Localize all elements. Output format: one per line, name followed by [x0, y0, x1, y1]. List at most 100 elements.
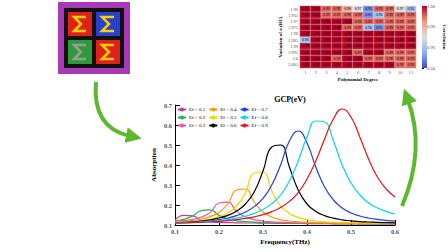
svg-text:1.00: 1.00 [323, 26, 330, 30]
svg-text:0.4: 0.4 [303, 228, 312, 235]
svg-text:1.00: 1.00 [376, 51, 383, 55]
svg-text:1: 1 [304, 70, 306, 75]
svg-text:1.00: 1.00 [334, 63, 341, 67]
svg-text:1.00: 1.00 [376, 38, 383, 42]
svg-text:Polynomial Degree: Polynomial Degree [338, 77, 379, 82]
svg-text:1.00: 1.00 [334, 20, 341, 24]
svg-text:0.99: 0.99 [323, 13, 330, 17]
svg-text:1.00: 1.00 [312, 32, 319, 36]
svg-text:Absorption: Absorption [150, 148, 158, 182]
svg-text:0.6: 0.6 [164, 122, 173, 129]
svg-text:1.00: 1.00 [312, 7, 319, 11]
svg-text:0.99: 0.99 [397, 63, 404, 67]
svg-text:1.00: 1.00 [344, 44, 351, 48]
svg-text:1.00: 1.00 [334, 51, 341, 55]
svg-text:0.99: 0.99 [355, 26, 362, 30]
svg-text:0.1: 0.1 [171, 228, 179, 235]
svg-text:0.99: 0.99 [365, 57, 372, 61]
svg-text:0.99: 0.99 [365, 20, 372, 24]
svg-text:0.95: 0.95 [365, 13, 372, 17]
svg-text:1.00: 1.00 [323, 44, 330, 48]
svg-text:1.00: 1.00 [407, 32, 414, 36]
svg-text:1.00: 1.00 [302, 32, 309, 36]
svg-text:0.5: 0.5 [164, 142, 173, 149]
svg-text:0.2: 0.2 [164, 202, 172, 209]
svg-text:1.965: 1.965 [288, 13, 299, 18]
svg-text:Variation of a (RU): Variation of a (RU) [278, 16, 283, 57]
svg-text:1.96: 1.96 [290, 7, 299, 12]
svg-text:1.00: 1.00 [334, 32, 341, 36]
svg-text:1.00: 1.00 [355, 38, 362, 42]
svg-text:1.00: 1.00 [376, 63, 383, 67]
svg-text:Ef = 0.4: Ef = 0.4 [220, 107, 237, 112]
svg-text:0.2: 0.2 [215, 228, 223, 235]
svg-text:0.4: 0.4 [164, 162, 173, 169]
svg-text:1.00: 1.00 [344, 51, 351, 55]
svg-text:1.00: 1.00 [386, 38, 393, 42]
svg-text:Ef = 0.1: Ef = 0.1 [189, 107, 206, 112]
svg-text:1.00: 1.00 [365, 44, 372, 48]
svg-text:0.99: 0.99 [407, 26, 414, 30]
svg-text:0.96: 0.96 [376, 13, 383, 17]
svg-text:1.00: 1.00 [355, 44, 362, 48]
svg-text:1.00: 1.00 [323, 57, 330, 61]
svg-text:1.00: 1.00 [312, 51, 319, 55]
svg-text:1.975: 1.975 [288, 25, 299, 30]
svg-text:0.94: 0.94 [427, 66, 436, 71]
svg-text:0.96: 0.96 [365, 26, 372, 30]
svg-text:0.99: 0.99 [355, 20, 362, 24]
svg-text:3: 3 [325, 70, 328, 75]
svg-text:0.5: 0.5 [347, 228, 356, 235]
svg-text:1.00: 1.00 [302, 26, 309, 30]
svg-text:1.00: 1.00 [302, 44, 309, 48]
svg-text:0.7: 0.7 [164, 102, 173, 109]
svg-text:0.99: 0.99 [407, 51, 414, 55]
svg-text:0.99: 0.99 [355, 13, 362, 17]
svg-text:5: 5 [346, 70, 349, 75]
svg-text:0.98: 0.98 [344, 7, 351, 11]
svg-text:1.00: 1.00 [427, 4, 436, 9]
svg-text:8: 8 [378, 70, 381, 75]
svg-text:0.99: 0.99 [386, 13, 393, 17]
svg-text:Ef = 0.8: Ef = 0.8 [252, 115, 269, 120]
svg-text:0.98: 0.98 [427, 24, 436, 29]
svg-text:1.00: 1.00 [355, 63, 362, 67]
svg-text:1.00: 1.00 [355, 57, 362, 61]
svg-text:0.99: 0.99 [397, 51, 404, 55]
svg-text:1.00: 1.00 [334, 44, 341, 48]
svg-text:Ef = 0.9: Ef = 0.9 [252, 123, 269, 128]
svg-text:1.00: 1.00 [302, 20, 309, 24]
svg-text:0.99: 0.99 [376, 57, 383, 61]
svg-text:9: 9 [389, 70, 392, 75]
svg-text:1.00: 1.00 [344, 57, 351, 61]
svg-text:0.97: 0.97 [397, 7, 404, 11]
svg-text:0.99: 0.99 [386, 20, 393, 24]
svg-text:0.99: 0.99 [397, 26, 404, 30]
svg-text:1.00: 1.00 [344, 20, 351, 24]
svg-text:0.6: 0.6 [391, 228, 400, 235]
svg-text:1.00: 1.00 [365, 38, 372, 42]
svg-text:1.00: 1.00 [407, 44, 414, 48]
svg-text:1.00: 1.00 [397, 44, 404, 48]
svg-text:Ef = 0.2: Ef = 0.2 [189, 115, 206, 120]
svg-text:1.00: 1.00 [344, 38, 351, 42]
svg-text:0.99: 0.99 [407, 57, 414, 61]
svg-text:1.00: 1.00 [312, 13, 319, 17]
svg-text:0.99: 0.99 [355, 51, 362, 55]
svg-text:4: 4 [336, 70, 339, 75]
svg-text:1.00: 1.00 [386, 32, 393, 36]
svg-text:1.00: 1.00 [365, 63, 372, 67]
svg-text:0.3: 0.3 [164, 182, 173, 189]
svg-text:1.00: 1.00 [323, 32, 330, 36]
svg-text:0.99: 0.99 [386, 26, 393, 30]
svg-text:1.00: 1.00 [334, 38, 341, 42]
svg-text:1.00: 1.00 [302, 7, 309, 11]
svg-text:GCP(eV): GCP(eV) [274, 95, 306, 104]
svg-text:1.00: 1.00 [312, 20, 319, 24]
svg-text:1.00: 1.00 [344, 32, 351, 36]
svg-text:1.00: 1.00 [302, 51, 309, 55]
svg-text:1.00: 1.00 [312, 57, 319, 61]
svg-text:1.00: 1.00 [407, 38, 414, 42]
svg-text:0.99: 0.99 [344, 26, 351, 30]
svg-text:Ef = 0.5: Ef = 0.5 [220, 115, 237, 120]
